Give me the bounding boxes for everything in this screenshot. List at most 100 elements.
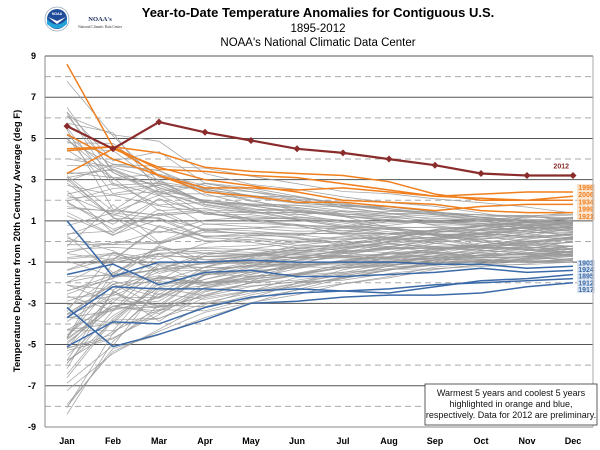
warm-label-bg (577, 184, 595, 192)
background-year-line (66, 111, 574, 238)
data-point-2012-Mar (155, 118, 163, 126)
data-point-2012-Jun (293, 145, 301, 153)
background-year-line (66, 230, 574, 253)
y-tick-label: -9 (28, 422, 36, 432)
cool-label-bg (577, 260, 595, 267)
background-year-line (66, 148, 574, 236)
warm-year-label: 2006 (578, 192, 594, 199)
background-year-line (66, 214, 574, 271)
chart-subtitle: 1895-2012 (291, 23, 346, 35)
data-point-2012-May (247, 137, 255, 145)
chart-title: Year-to-Date Temperature Anomalies for C… (142, 5, 495, 20)
chart-source: NOAA's National Climatic Data Center (220, 37, 415, 49)
annotation-box: Warmest 5 years and coolest 5 years high… (424, 383, 598, 426)
background-year-line (66, 251, 574, 339)
y-tick-label: 5 (31, 133, 36, 143)
series-line-1924 (66, 263, 574, 286)
series-line-1895 (66, 273, 574, 319)
y-axis-ticks: 9 7 5 3 1 -1 -3 -5 -7 -9 (28, 51, 36, 432)
warm-year-label: 1934 (578, 199, 594, 206)
cool-year-label: 1895 (578, 274, 594, 281)
y-tick-label: -3 (28, 298, 36, 308)
background-year-line (66, 219, 574, 338)
data-point-2012-Feb (109, 145, 117, 153)
series-line-1921 (66, 147, 573, 214)
background-year-line (66, 182, 574, 262)
warm-year-label: 1998 (578, 185, 594, 192)
annotation-line-3: respectively. Data for 2012 are prelimin… (426, 410, 596, 420)
y-tick-label: -7 (28, 381, 36, 391)
series-line-1903 (66, 220, 574, 278)
x-tick-label: Mar (151, 436, 168, 446)
cool-year-label: 1912 (578, 280, 594, 287)
background-year-line (66, 80, 574, 254)
background-year-line (66, 248, 574, 361)
highlighted-year-lines (63, 63, 577, 348)
background-year-line (66, 112, 574, 248)
y-axis-label: Temperature Departure from 20th Century … (12, 110, 23, 373)
background-year-line (66, 168, 574, 224)
warm-label-bg (577, 198, 595, 206)
cool-label-bg (577, 273, 595, 280)
cool-label-bg (577, 286, 595, 293)
data-point-2012-Nov (523, 172, 531, 180)
x-tick-label: Apr (197, 436, 213, 446)
cool-year-label: 1924 (578, 267, 594, 274)
x-tick-label: Dec (565, 436, 582, 446)
y-tick-label: 9 (31, 51, 36, 61)
y-tick-label: -5 (28, 340, 36, 350)
background-year-line (66, 122, 574, 232)
warm-label-bg (577, 205, 595, 213)
x-tick-label: Sep (427, 436, 444, 446)
annotation-line-1: Warmest 5 years and coolest 5 years (437, 388, 586, 398)
series-line-1917 (66, 281, 574, 348)
warm-year-label: 1921 (578, 214, 594, 221)
x-tick-label: Oct (473, 436, 488, 446)
background-year-line (66, 217, 574, 238)
warm-label-bg (577, 212, 595, 220)
series-line-1912 (66, 277, 574, 348)
annotation-frame (424, 383, 598, 426)
x-tick-label: Jun (289, 436, 305, 446)
data-point-2012-Sep (431, 161, 439, 169)
annotation-line-2: highlighted in orange and blue, (449, 399, 572, 409)
logo-subtitle: National Climatic Data Center (78, 25, 123, 29)
x-tick-label: Jul (336, 436, 349, 446)
x-axis-ticks: Jan Feb Mar Apr May Jun Jul Aug Sep Oct Nov Dec (59, 436, 581, 446)
label-2012: 2012 (553, 164, 569, 171)
warm-year-label: 1999 (578, 207, 594, 214)
background-year-line (66, 240, 574, 378)
background-year-line (66, 229, 574, 356)
data-point-2012-Jan (63, 122, 71, 130)
data-point-2012-Aug (385, 155, 393, 163)
background-year-line (66, 233, 574, 332)
series-line-2012 (66, 120, 573, 177)
x-tick-label: Jan (59, 436, 75, 446)
background-year-line (66, 115, 574, 239)
logo-bird-icon (48, 17, 66, 24)
x-tick-label: May (242, 436, 260, 446)
background-year-line (66, 209, 574, 235)
data-point-2012-Jul (339, 149, 347, 157)
warm-label-bg (577, 191, 595, 199)
cool-year-label: 1917 (578, 287, 594, 294)
logo-name: NOAA's (88, 16, 112, 23)
background-year-line (66, 194, 574, 240)
background-year-line (66, 216, 574, 254)
x-tick-label: Nov (518, 436, 535, 446)
series-line-1934 (66, 145, 573, 202)
background-year-line (66, 236, 574, 408)
data-point-2012-Apr (201, 128, 209, 136)
y-tick-label: 7 (31, 92, 36, 102)
y-tick-label: 1 (31, 216, 36, 226)
background-year-line (66, 241, 574, 369)
series-line-2006 (66, 63, 574, 202)
y-tick-label: -1 (28, 257, 36, 267)
y-tick-label: 3 (31, 175, 36, 185)
background-year-line (66, 164, 574, 220)
x-tick-label: Aug (380, 436, 398, 446)
logo-wave (47, 19, 67, 29)
background-year-line (66, 115, 574, 224)
